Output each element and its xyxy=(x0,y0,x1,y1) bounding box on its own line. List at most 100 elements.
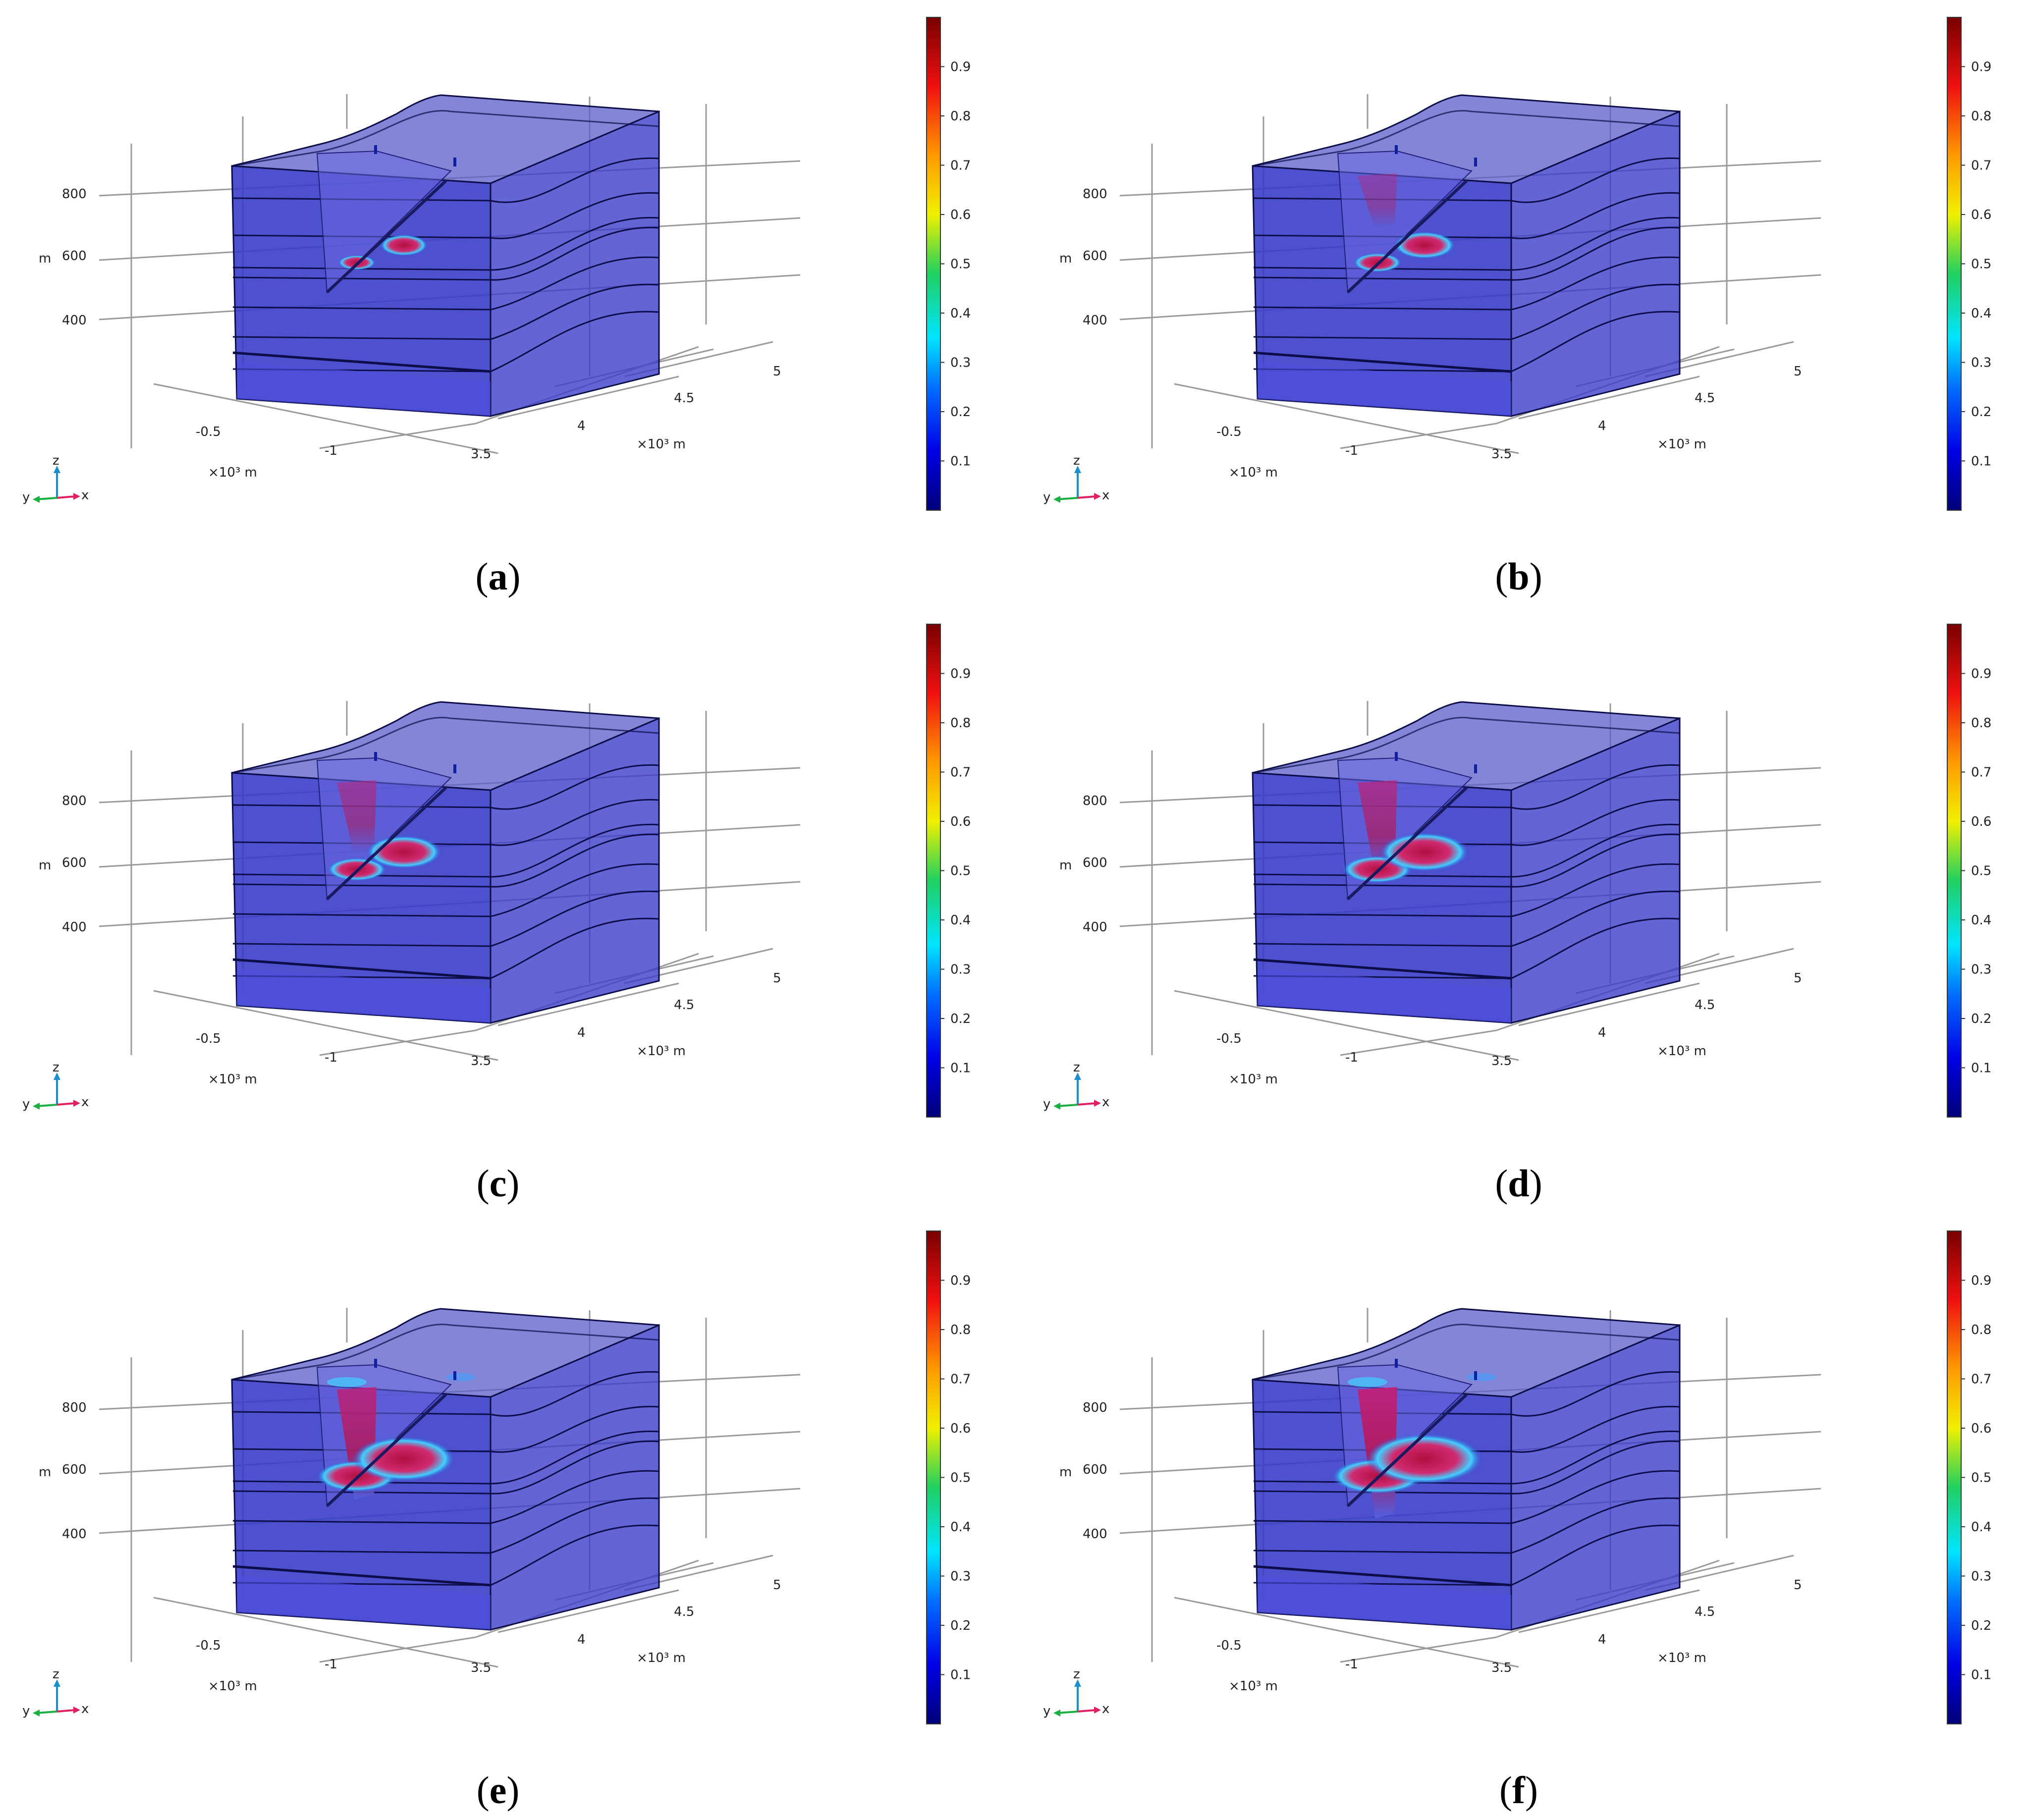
strata-boundary-front xyxy=(1253,336,1512,340)
colorbar-tick-label: 0.5 xyxy=(950,1471,971,1486)
x-tick-label: 5 xyxy=(773,1578,781,1593)
strata-boundary-side xyxy=(490,1405,659,1453)
x-tick-label: 5 xyxy=(1794,971,1802,986)
bottom-layer xyxy=(1258,968,1511,1023)
strata-boundary-side xyxy=(490,890,659,947)
fault-plane xyxy=(1331,1359,1496,1518)
strata-boundary xyxy=(231,110,659,167)
x-axis-unit: ×10³ m xyxy=(637,1651,686,1665)
triad-y-arrowhead xyxy=(33,496,40,503)
y-axis-unit: ×10³ m xyxy=(208,1679,257,1694)
triad-y-arrow xyxy=(37,1104,57,1107)
z-tick-label: 800 xyxy=(62,1400,87,1415)
y-tick-label: -0.5 xyxy=(1216,425,1242,439)
caption-open-paren: ( xyxy=(1495,1162,1508,1205)
strata-boundary-front xyxy=(1253,1520,1512,1524)
colorbar-tick-label: 0.6 xyxy=(1971,208,1991,222)
triad-z-arrowhead xyxy=(1074,1072,1081,1080)
strata-boundary-side xyxy=(1511,764,1680,810)
y-axis-unit: ×10³ m xyxy=(1229,1679,1278,1694)
caption-open-paren: ( xyxy=(477,1162,490,1205)
colorbar-tick-label: 0.6 xyxy=(1971,1421,1991,1436)
triad-z-label: z xyxy=(53,1667,59,1682)
colorbar-tick-label: 0.9 xyxy=(950,1274,971,1288)
strata-boundary-side xyxy=(490,283,659,340)
y-tick-label: -1 xyxy=(1345,1657,1358,1672)
strata-boundary xyxy=(1252,1324,1680,1381)
triad-x-arrow xyxy=(1077,1709,1097,1713)
triad-x-arrow xyxy=(1077,495,1097,499)
strata-boundary-front xyxy=(1253,943,1512,947)
orientation-triad: z y x xyxy=(1043,1667,1109,1718)
triad-y-arrow xyxy=(1057,1711,1078,1714)
z-axis-unit: m xyxy=(1059,858,1072,873)
panel-a: 800 600 400 m -0.5 -1 ×10³ m 3.5 4 4.5 5 ×10³ m z y x 0… xyxy=(22,17,971,598)
triad-x-label: x xyxy=(81,488,89,503)
strata-boundary-side xyxy=(490,226,659,281)
triad-z-arrowhead xyxy=(1074,466,1081,473)
caption-open-paren: ( xyxy=(476,555,489,598)
strata-boundary-front xyxy=(232,351,491,373)
triad-y-label: y xyxy=(1043,1704,1050,1718)
x-axis-unit: ×10³ m xyxy=(1657,1651,1706,1665)
triad-z-label: z xyxy=(1073,453,1080,468)
grid-floor-line xyxy=(1340,1029,1497,1056)
caption-letter: a xyxy=(489,555,508,598)
triad-x-label: x xyxy=(81,1095,89,1110)
triad-y-arrowhead xyxy=(33,1710,40,1716)
strata-boundary-side xyxy=(490,1371,659,1417)
triad-z-arrowhead xyxy=(1074,1679,1081,1687)
caption-letter: e xyxy=(490,1768,507,1812)
triad-x-arrowhead xyxy=(73,493,80,500)
caption-close-paren: ) xyxy=(1530,1162,1542,1205)
panel-b: 800 600 400 m -0.5 -1 ×10³ m 3.5 4 4.5 5 ×10³ m z y x 0… xyxy=(1043,17,1991,598)
geological-block xyxy=(1252,701,1681,1024)
well-marker xyxy=(374,752,377,761)
triad-y-arrow xyxy=(37,1711,57,1714)
triad-y-arrowhead xyxy=(33,1103,40,1110)
anomaly-right xyxy=(1393,231,1456,259)
colorbar-tick-label: 0.6 xyxy=(950,208,971,222)
grid-floor-line xyxy=(1340,423,1497,449)
triad-z-arrowhead xyxy=(54,1679,60,1687)
triad-y-arrowhead xyxy=(1053,1710,1060,1716)
colorbar-gradient xyxy=(926,1231,941,1724)
y-axis-unit: ×10³ m xyxy=(1229,1072,1278,1087)
colorbar-tick-label: 0.4 xyxy=(950,306,971,321)
y-tick-label: -0.5 xyxy=(196,425,221,439)
grid-x-line xyxy=(497,375,679,420)
colorbar-gradient xyxy=(1947,1231,1962,1724)
strata-boundary-side xyxy=(1511,192,1680,239)
colorbar-tick-label: 0.2 xyxy=(1971,1618,1991,1633)
strata-boundary-front xyxy=(232,883,491,888)
panel-caption: (b) xyxy=(1495,555,1542,598)
strata-boundary-side xyxy=(490,216,659,271)
fault-plane xyxy=(316,145,456,294)
strata-boundary-front xyxy=(1253,351,1512,373)
colorbar-tick-label: 0.5 xyxy=(950,257,971,272)
colorbar: 0.9 0.8 0.7 0.6 0.5 0.4 0.3 0.2 0.1 xyxy=(1947,624,1991,1118)
colorbar-tick-label: 0.7 xyxy=(950,765,971,780)
triad-y-label: y xyxy=(22,490,30,505)
strata-boundary-front xyxy=(1253,883,1512,888)
colorbar-tick-label: 0.7 xyxy=(950,1372,971,1387)
grid-floor-line xyxy=(1340,1636,1497,1663)
x-tick-label: 4 xyxy=(577,1632,586,1647)
strata-boundary-front xyxy=(1253,958,1512,980)
strata-boundary-side xyxy=(490,192,659,239)
surface-anomaly xyxy=(446,1373,476,1381)
strata-boundary-side xyxy=(1511,890,1680,947)
colorbar-tick-label: 0.4 xyxy=(1971,1520,1991,1535)
y-tick-label: -0.5 xyxy=(196,1638,221,1653)
grid-floor-line xyxy=(319,1636,476,1663)
colorbar-gradient xyxy=(926,17,941,511)
triad-z-arrowhead xyxy=(54,466,60,473)
triad-x-arrowhead xyxy=(1094,1100,1101,1107)
colorbar-tick-label: 0.6 xyxy=(950,814,971,829)
strata-boundary-side xyxy=(1511,799,1680,846)
colorbar-tick-label: 0.8 xyxy=(1971,1323,1991,1338)
z-tick-label: 400 xyxy=(1083,1527,1107,1542)
surface-anomaly xyxy=(1467,1373,1496,1381)
z-tick-label: 400 xyxy=(62,1527,87,1542)
triad-x-label: x xyxy=(1102,1095,1109,1110)
